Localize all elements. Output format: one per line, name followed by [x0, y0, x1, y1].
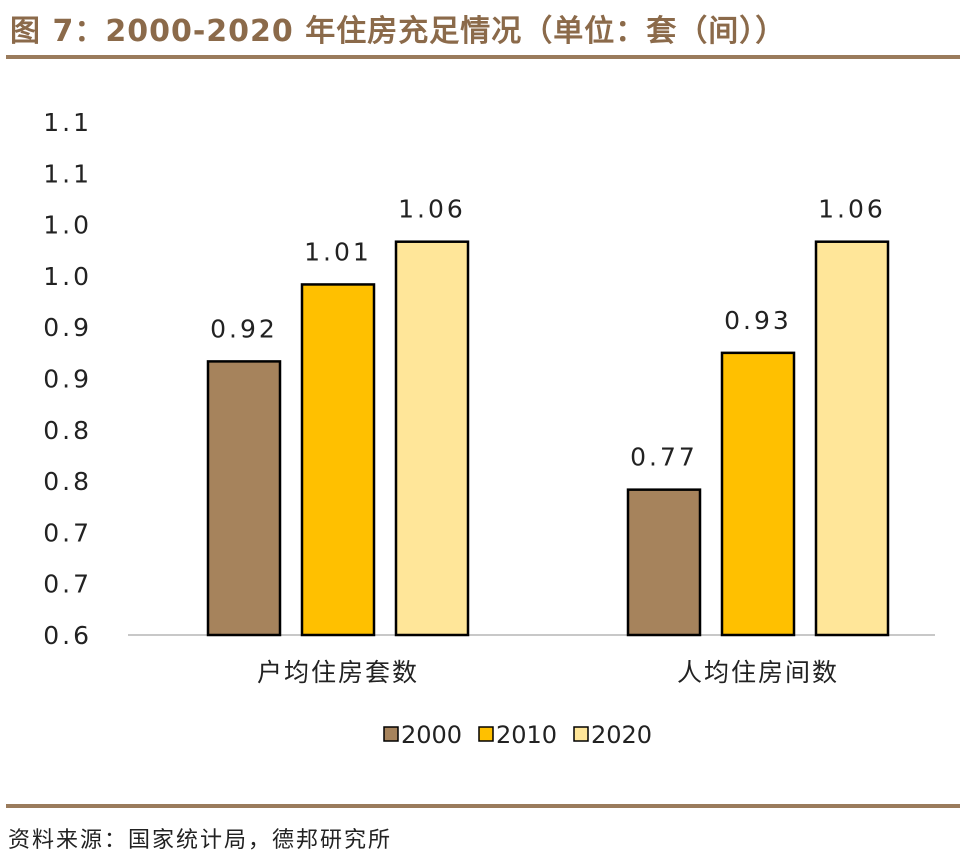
legend-label-2000: 2000 [401, 721, 462, 749]
legend-swatch-2000 [383, 726, 399, 742]
legend-label-2020: 2020 [591, 721, 652, 749]
data-label-2020-1: 1.06 [398, 195, 466, 224]
y-tick-label: 1.0 [43, 262, 92, 291]
y-tick-label: 1.1 [43, 159, 92, 188]
bar-2020-2 [814, 240, 890, 637]
legend-label-2010: 2010 [496, 721, 557, 749]
chart-title: 图 7：2000-2020 年住房充足情况（单位：套（间）） [10, 14, 787, 49]
bar-2000-1 [206, 360, 282, 637]
y-tick-label: 0.9 [43, 365, 92, 394]
y-tick-label: 1.1 [43, 108, 92, 137]
legend-swatch-2020 [573, 726, 589, 742]
y-tick-label: 0.7 [43, 518, 92, 547]
source-note: 资料来源：国家统计局，德邦研究所 [8, 828, 393, 853]
data-label-2020-2: 1.06 [818, 195, 886, 224]
bar-2020-1 [394, 240, 470, 637]
bar-2010-1 [300, 283, 376, 637]
data-label-2010-1: 1.01 [304, 237, 372, 266]
y-tick-label: 1.0 [43, 211, 92, 240]
y-tick-label: 0.6 [43, 621, 92, 650]
top-divider [6, 55, 960, 59]
bottom-divider [6, 804, 960, 808]
y-tick-label: 0.8 [43, 467, 92, 496]
y-tick-label: 0.7 [43, 570, 92, 599]
y-tick-label: 0.8 [43, 416, 92, 445]
legend-swatch-2010 [478, 726, 494, 742]
data-label-2000-1: 0.92 [210, 314, 278, 343]
y-tick-label: 0.9 [43, 313, 92, 342]
bar-chart: 1.1 1.1 1.0 1.0 0.9 0.9 0.8 0.8 0.7 0.7 0.6 0.92 0.7… [43, 108, 935, 749]
bar-2000-2 [626, 488, 702, 637]
x-category-label: 人均住房间数 [677, 658, 839, 687]
data-label-2010-2: 0.93 [724, 306, 792, 335]
x-category-label: 户均住房套数 [257, 658, 419, 687]
data-label-2000-2: 0.77 [630, 443, 698, 472]
bar-2010-2 [720, 351, 796, 637]
